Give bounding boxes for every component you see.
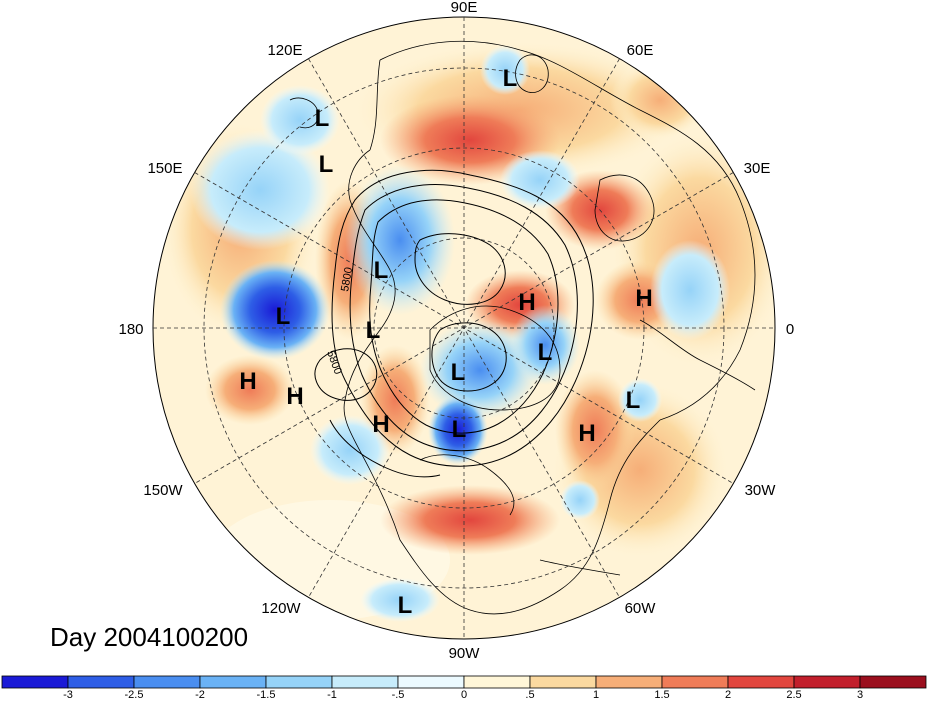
colorbar-tick-label: -3 (63, 689, 73, 701)
colorbar-tick-label: -2.5 (125, 689, 144, 701)
graticule (153, 17, 775, 639)
lon-label-120w: 120W (261, 600, 301, 617)
lon-label-150e: 150E (147, 160, 182, 177)
colorbar-tick-label: 1 (593, 689, 599, 701)
low-center: L (503, 65, 518, 92)
lon-label-90e: 90E (451, 0, 478, 16)
colorbar-tick-label: 2.5 (786, 689, 801, 701)
lon-label-0: 0 (786, 321, 794, 338)
high-center: H (635, 285, 652, 312)
low-center: L (366, 317, 381, 344)
colorbar: -3 -2.5 -2 -1.5 -1 -.5 0 .5 1 1.5 2 2.5 3 (1, 675, 927, 701)
colorbar-tick-label: -2 (195, 689, 205, 701)
contour-label-1: 5800 (339, 266, 355, 292)
colorbar-swatch (859, 675, 927, 689)
colorbar-swatch (1, 675, 69, 689)
high-center: H (239, 368, 256, 395)
low-center: L (398, 592, 413, 619)
lon-label-150w: 150W (143, 482, 183, 499)
colorbar-swatch (529, 675, 597, 689)
lon-label-30e: 30E (744, 160, 771, 177)
height-contours (314, 169, 594, 478)
coastlines (289, 40, 756, 615)
high-center: H (578, 420, 595, 447)
colorbar-tick-label: .5 (525, 689, 534, 701)
lon-label-90w: 90W (449, 645, 481, 662)
lon-label-120e: 120E (267, 42, 302, 59)
colorbar-swatch (265, 675, 333, 689)
colorbar-swatch (67, 675, 135, 689)
colorbar-swatch (727, 675, 795, 689)
high-center: H (372, 411, 389, 438)
colorbar-swatch (331, 675, 399, 689)
colorbar-tick-label: -1 (327, 689, 337, 701)
colorbar-tick-label: -.5 (392, 689, 405, 701)
colorbar-swatch (793, 675, 861, 689)
longitude-labels: 90E 60E 30E 0 30W 60W 90W 120W 150W 180 … (118, 0, 794, 662)
lon-label-60w: 60W (625, 600, 657, 617)
colorbar-swatch (133, 675, 201, 689)
low-center: L (276, 303, 291, 330)
colorbar-tick-label: 1.5 (654, 689, 669, 701)
day-label: Day 2004100200 (50, 622, 248, 652)
anomaly-field (153, 17, 775, 639)
colorbar-tick-label: -1.5 (257, 689, 276, 701)
high-center: H (518, 289, 535, 316)
low-center: L (374, 257, 389, 284)
colorbar-tick-label: 0 (461, 689, 467, 701)
low-center: L (538, 339, 553, 366)
lon-label-30w: 30W (745, 482, 777, 499)
colorbar-swatch (661, 675, 729, 689)
low-center: L (315, 105, 330, 132)
colorbar-swatch (595, 675, 663, 689)
low-center: L (319, 151, 334, 178)
colorbar-swatch (397, 675, 465, 689)
colorbar-tick-label: 3 (857, 689, 863, 701)
lon-label-60e: 60E (627, 42, 654, 59)
pressure-centers: L L L L L L L L L L L H H H H H H (239, 65, 652, 619)
low-center: L (452, 416, 467, 443)
lon-label-180: 180 (118, 321, 143, 338)
high-center: H (286, 383, 303, 410)
colorbar-swatch (463, 675, 531, 689)
colorbar-tick-label: 2 (725, 689, 731, 701)
low-center: L (451, 359, 466, 386)
low-center: L (626, 387, 641, 414)
colorbar-swatch (199, 675, 267, 689)
